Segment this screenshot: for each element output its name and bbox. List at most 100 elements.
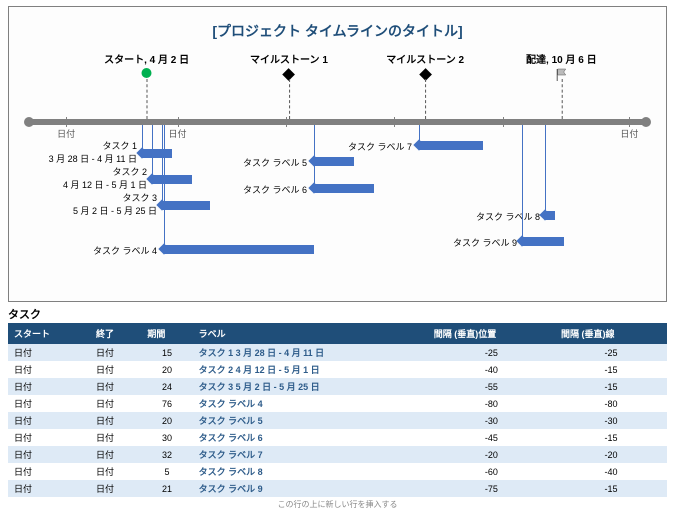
table-body: 日付日付15タスク 1 3 月 28 日 - 4 月 11 日-25-25日付日… (8, 344, 667, 497)
table-cell: -20 (555, 446, 667, 463)
task-table: スタート終了期間ラベル間隔 (垂直)位置間隔 (垂直)線 日付日付15タスク 1… (8, 323, 667, 497)
table-column-header: 間隔 (垂直)線 (555, 323, 667, 344)
timeline-chart: [プロジェクト タイムラインのタイトル] 日付日付日付スタート, 4 月 2 日… (8, 6, 667, 302)
timeline-axis (29, 119, 646, 125)
task-bar (522, 237, 564, 246)
table-cell: 日付 (8, 446, 90, 463)
table-heading: タスク (8, 306, 667, 322)
table-cell: 20 (141, 412, 192, 429)
task-label: タスク ラベル 8 (476, 210, 540, 223)
chart-title: [プロジェクト タイムラインのタイトル] (9, 7, 666, 41)
milestone-label: マイルストーン 1 (250, 51, 328, 66)
table-cell: 日付 (90, 429, 141, 446)
table-cell: 日付 (90, 412, 141, 429)
table-row: 日付日付5タスク ラベル 8-60-40 (8, 463, 667, 480)
table-cell: -80 (555, 395, 667, 412)
milestone-connector (147, 79, 148, 119)
task-label: タスク 13 月 28 日 - 4 月 11 日 (49, 139, 137, 165)
table-cell: -55 (428, 378, 555, 395)
table-cell: タスク 1 3 月 28 日 - 4 月 11 日 (193, 344, 428, 361)
table-cell: -30 (428, 412, 555, 429)
table-cell: 21 (141, 480, 192, 497)
table-cell: タスク ラベル 8 (193, 463, 428, 480)
table-cell: -40 (428, 361, 555, 378)
table-cell: -45 (428, 429, 555, 446)
task-bar (314, 184, 374, 193)
axis-cap-right (641, 117, 651, 127)
table-cell: タスク ラベル 9 (193, 480, 428, 497)
table-cell: 76 (141, 395, 192, 412)
task-connector (545, 125, 546, 211)
milestone: 配達, 10 月 6 日 (526, 51, 597, 85)
task-bar (314, 157, 354, 166)
table-cell: -15 (555, 429, 667, 446)
table-row: 日付日付30タスク ラベル 6-45-15 (8, 429, 667, 446)
table-cell: 日付 (8, 412, 90, 429)
task-label: タスク ラベル 7 (348, 140, 412, 153)
table-column-header: 間隔 (垂直)位置 (428, 323, 555, 344)
table-cell: タスク ラベル 6 (193, 429, 428, 446)
table-cell: 日付 (8, 378, 90, 395)
task-bar (164, 245, 314, 254)
table-cell: 日付 (8, 429, 90, 446)
milestone: マイルストーン 1 (250, 51, 328, 84)
table-cell: -15 (555, 480, 667, 497)
task-label: タスク ラベル 6 (243, 183, 307, 196)
task-label: タスク ラベル 4 (93, 244, 157, 257)
table-cell: 日付 (90, 361, 141, 378)
table-column-header: スタート (8, 323, 90, 344)
table-column-header: 終了 (90, 323, 141, 344)
task-connector (142, 125, 143, 149)
table-cell: 32 (141, 446, 192, 463)
table-cell: -25 (555, 344, 667, 361)
table-cell: 日付 (90, 344, 141, 361)
table-column-header: ラベル (193, 323, 428, 344)
task-bar (419, 141, 483, 150)
table-cell: -40 (555, 463, 667, 480)
task-table-section: タスク スタート終了期間ラベル間隔 (垂直)位置間隔 (垂直)線 日付日付15タ… (8, 306, 667, 510)
table-row: 日付日付32タスク ラベル 7-20-20 (8, 446, 667, 463)
task-connector (152, 125, 153, 175)
task-label: タスク ラベル 5 (243, 156, 307, 169)
table-cell: 24 (141, 378, 192, 395)
axis-tick-mark (394, 117, 395, 127)
table-row: 日付日付15タスク 1 3 月 28 日 - 4 月 11 日-25-25 (8, 344, 667, 361)
task-label: タスク 24 月 12 日 - 5 月 1 日 (63, 165, 147, 191)
table-cell: 20 (141, 361, 192, 378)
table-header-row: スタート終了期間ラベル間隔 (垂直)位置間隔 (垂直)線 (8, 323, 667, 344)
table-cell: 日付 (90, 480, 141, 497)
table-footer-note: この行の上に新しい行を挿入する (8, 499, 667, 510)
table-cell: 日付 (90, 463, 141, 480)
table-row: 日付日付76タスク ラベル 4-80-80 (8, 395, 667, 412)
circle-icon (142, 68, 152, 78)
table-cell: -20 (428, 446, 555, 463)
task-connector (162, 125, 163, 201)
task-connector (522, 125, 523, 237)
table-cell: 30 (141, 429, 192, 446)
task-bar (545, 211, 555, 220)
table-row: 日付日付20タスク 2 4 月 12 日 - 5 月 1 日-40-15 (8, 361, 667, 378)
task-connector (314, 125, 315, 184)
axis-tick-mark (503, 117, 504, 127)
table-cell: 日付 (90, 395, 141, 412)
axis-tick-mark (286, 117, 287, 127)
table-cell: -25 (428, 344, 555, 361)
table-cell: -80 (428, 395, 555, 412)
table-cell: -15 (555, 361, 667, 378)
task-connector (164, 125, 165, 245)
task-label: タスク ラベル 9 (453, 236, 517, 249)
table-cell: 日付 (8, 463, 90, 480)
table-cell: 日付 (8, 344, 90, 361)
milestone-label: マイルストーン 2 (386, 51, 464, 66)
table-cell: タスク 2 4 月 12 日 - 5 月 1 日 (193, 361, 428, 378)
table-cell: 15 (141, 344, 192, 361)
table-cell: 日付 (90, 378, 141, 395)
milestone-label: スタート, 4 月 2 日 (104, 51, 189, 66)
milestone: マイルストーン 2 (386, 51, 464, 84)
table-cell: タスク ラベル 5 (193, 412, 428, 429)
table-row: 日付日付20タスク ラベル 5-30-30 (8, 412, 667, 429)
table-cell: 日付 (8, 480, 90, 497)
milestone: スタート, 4 月 2 日 (104, 51, 189, 81)
task-label: タスク 35 月 2 日 - 5 月 25 日 (73, 191, 157, 217)
table-column-header: 期間 (141, 323, 192, 344)
